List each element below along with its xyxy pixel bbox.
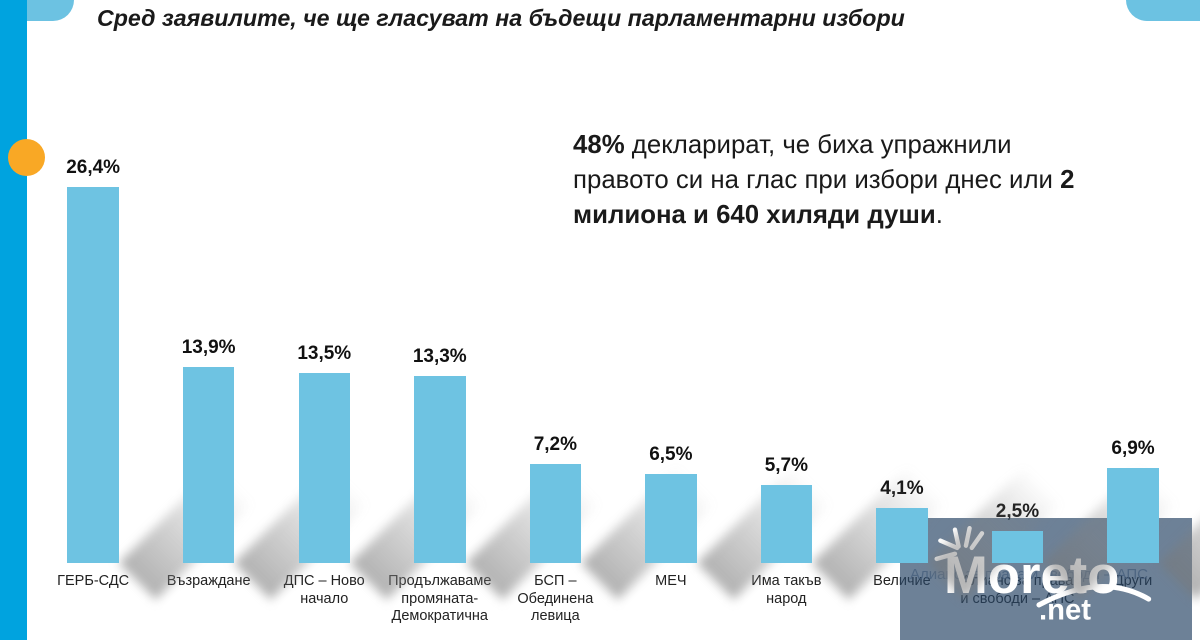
svg-text:.net: .net (1039, 595, 1091, 621)
